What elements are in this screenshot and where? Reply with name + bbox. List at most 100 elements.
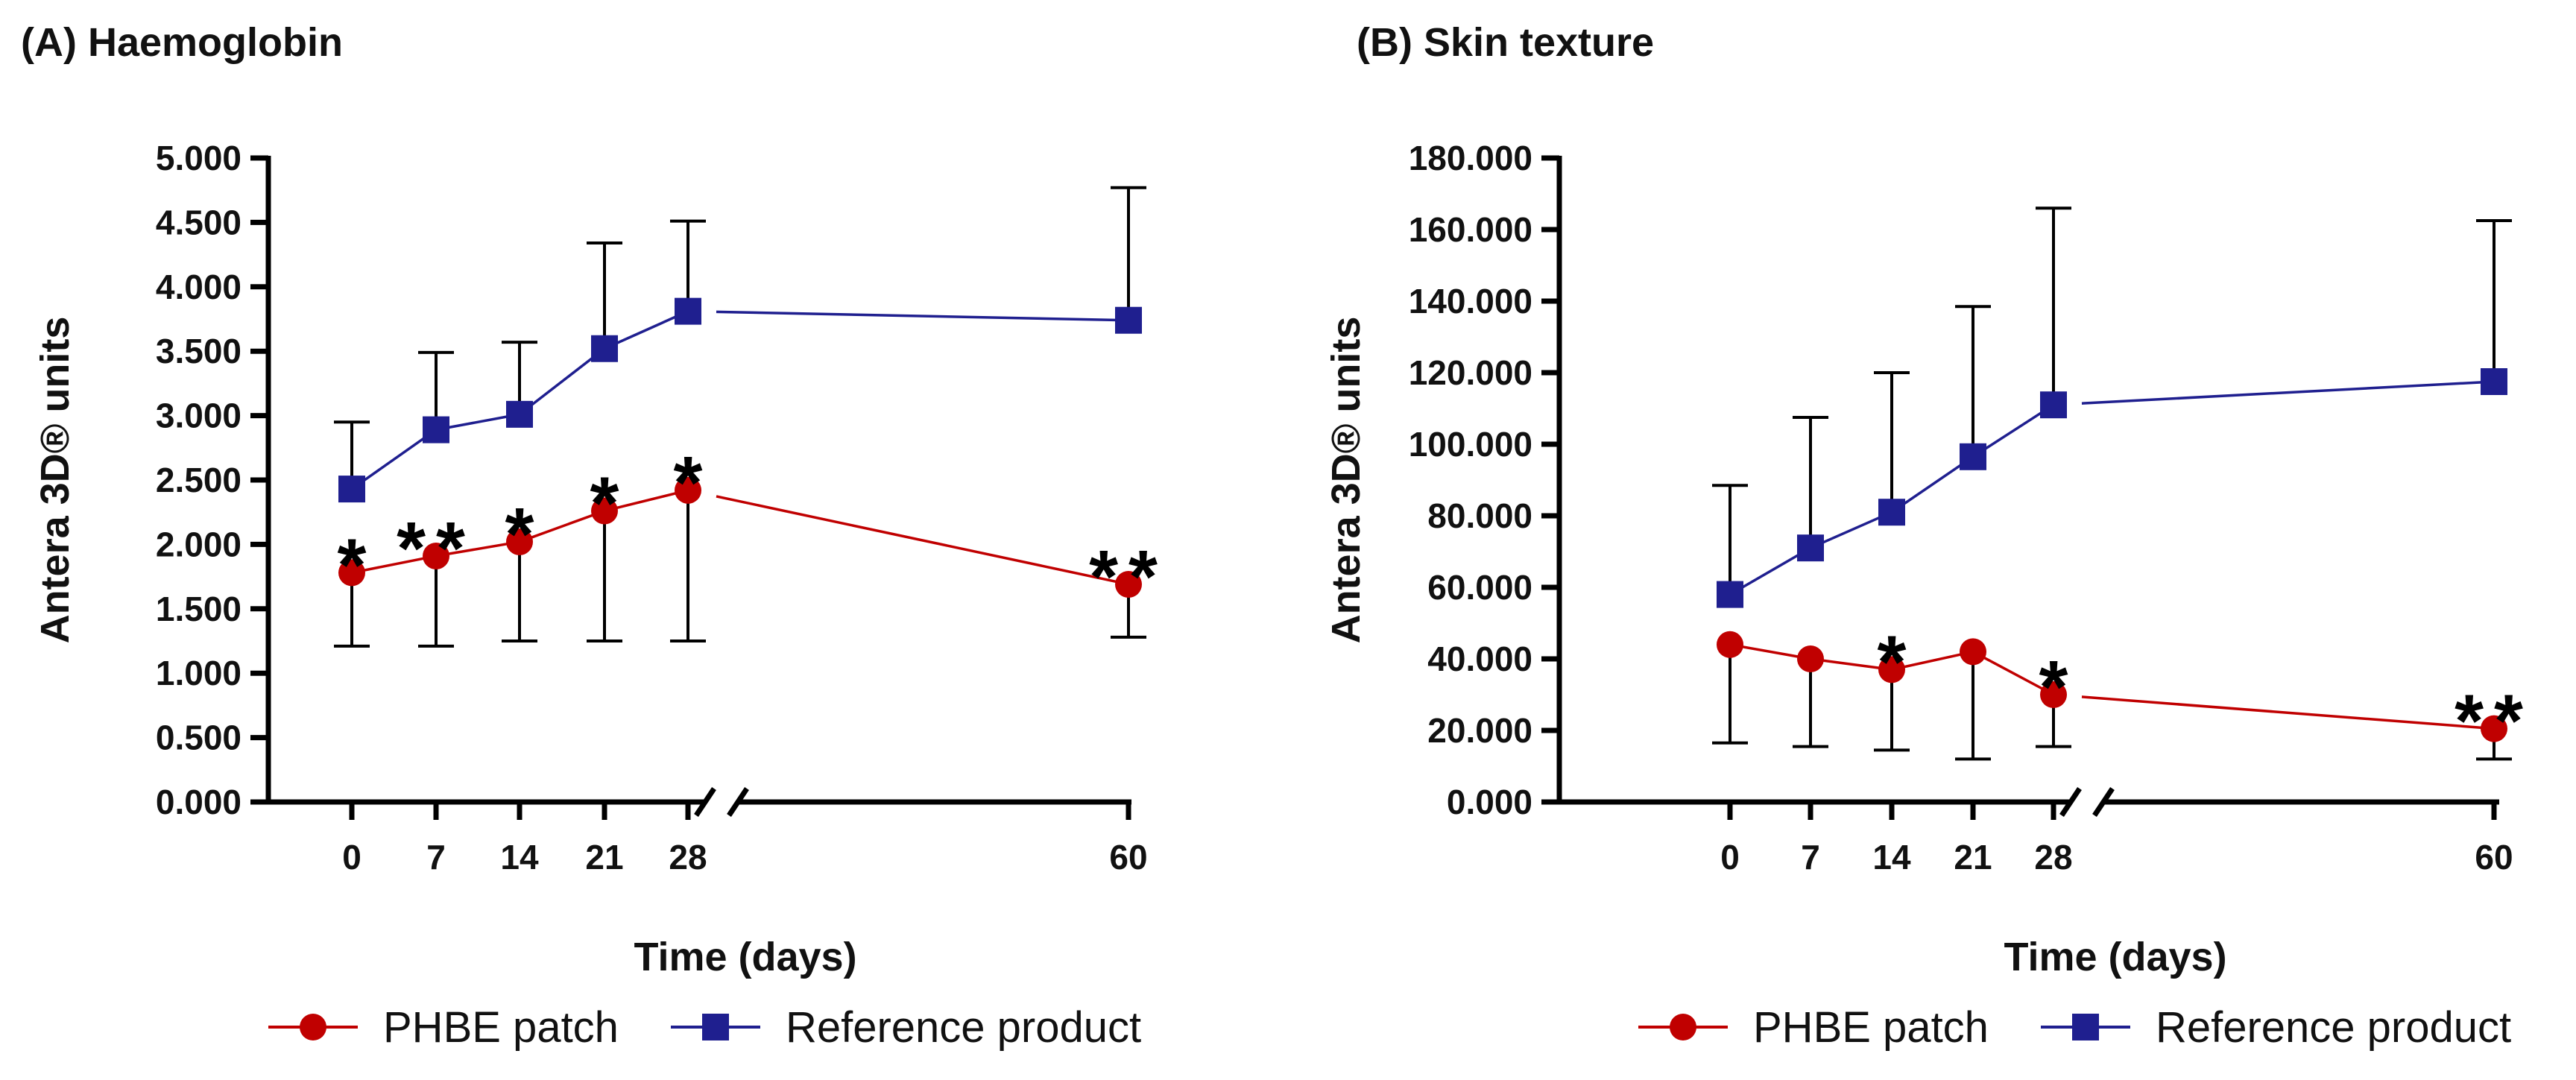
significance-marker: * <box>505 493 534 576</box>
x-axis-break-mark <box>2092 787 2115 817</box>
chart-haemoglobin: 0.000 0.500 1.000 1.500 2.000 2.500 3.000 3.500… <box>33 139 1158 979</box>
series-line-segment <box>2081 380 2495 405</box>
y-tick-label: 80.000 <box>1427 496 1532 535</box>
data-point-reference <box>1878 499 1905 526</box>
significance-marker: * <box>590 461 619 545</box>
series-line-segment <box>1729 643 1811 660</box>
x-tick-label: 7 <box>1801 838 1820 877</box>
y-tick-label: 2.500 <box>156 461 242 499</box>
x-tick-label: 21 <box>1954 838 1992 877</box>
y-tick-label: 1.500 <box>156 590 242 628</box>
significance-marker: * <box>674 441 703 525</box>
x-tick-label: 14 <box>500 838 539 877</box>
y-tick-label: 3.000 <box>156 397 242 435</box>
data-point-phbe <box>1878 656 1905 683</box>
data-point-phbe <box>2040 681 2067 708</box>
series-line-segment <box>350 429 438 490</box>
y-tick-label: 60.000 <box>1427 568 1532 607</box>
significance-marker: * <box>2039 645 2068 729</box>
series-line-segment <box>351 555 437 575</box>
data-point-reference <box>2481 368 2507 395</box>
data-point-reference <box>506 400 533 428</box>
y-tick-label: 0.000 <box>1447 783 1532 821</box>
legend-item-phbe: PHBE patch <box>268 1002 619 1052</box>
series-line-segment <box>435 540 520 558</box>
data-point-reference <box>1797 534 1824 562</box>
series-line-segment <box>1810 657 1892 672</box>
series-line-segment <box>716 310 1129 322</box>
data-point-phbe <box>506 528 533 555</box>
data-point-phbe <box>1797 645 1824 672</box>
x-tick-label: 21 <box>585 838 623 877</box>
x-tick-label: 0 <box>1720 838 1740 877</box>
legend-marker-square <box>670 1005 760 1049</box>
x-axis-title: Time (days) <box>634 935 856 979</box>
data-point-phbe <box>2481 715 2507 742</box>
data-point-reference <box>338 476 365 503</box>
y-tick-label: 2.000 <box>156 525 242 563</box>
legend-label-reference: Reference product <box>2155 1002 2512 1052</box>
data-point-reference <box>1960 443 1986 470</box>
panel-haemoglobin: (A) Haemoglobin 0.000 0.500 1.000 1.500 2.00… <box>21 20 1193 1057</box>
x-tick-label: 28 <box>2034 838 2072 877</box>
series-reference <box>1712 206 2512 608</box>
data-point-reference <box>675 297 701 325</box>
series-line-segment <box>1891 650 1974 672</box>
data-point-reference <box>1717 581 1743 608</box>
legend-label-reference: Reference product <box>785 1002 1142 1052</box>
data-point-reference <box>591 335 618 362</box>
x-axis-title: Time (days) <box>2004 935 2226 979</box>
y-tick-label: 0.500 <box>156 719 242 757</box>
y-tick-label: 4.500 <box>156 203 242 241</box>
x-tick-label: 60 <box>2475 838 2513 877</box>
significance-marker: ** <box>2455 680 2534 763</box>
x-tick-label: 14 <box>1872 838 1911 877</box>
x-tick-label: 28 <box>669 838 707 877</box>
series-line-segment <box>604 489 689 513</box>
data-point-phbe <box>591 497 618 525</box>
y-tick-label: 180.000 <box>1409 139 1532 177</box>
y-axis-title: Antera 3D® units <box>1324 317 1368 644</box>
legend-item-reference: Reference product <box>670 1002 1142 1052</box>
data-point-reference <box>423 416 449 443</box>
y-tick-label: 4.000 <box>156 268 242 306</box>
series-line-segment <box>1972 650 2054 696</box>
legend-marker-circle <box>1638 1005 1728 1049</box>
significance-marker: * <box>338 523 367 607</box>
series-line-segment <box>604 310 689 350</box>
y-axis-title: Antera 3D® units <box>33 317 78 644</box>
x-tick-label: 60 <box>1109 838 1147 877</box>
series-line-segment <box>519 509 605 543</box>
data-point-phbe <box>338 559 365 587</box>
y-tick-label: 20.000 <box>1427 711 1532 750</box>
data-point-reference <box>1115 306 1142 334</box>
series-line-segment <box>2081 695 2495 730</box>
y-tick-label: 0.000 <box>156 783 242 821</box>
series-line-segment <box>716 495 1129 586</box>
y-tick-label: 1.000 <box>156 654 242 692</box>
y-tick-label: 3.500 <box>156 332 242 370</box>
y-tick-label: 120.000 <box>1409 353 1532 392</box>
series-phbe <box>1712 631 2512 761</box>
y-tick-label: 100.000 <box>1409 425 1532 464</box>
y-tick-label: 140.000 <box>1409 282 1532 320</box>
legend: PHBE patch Reference product <box>268 997 1193 1057</box>
x-tick-label: 0 <box>342 838 362 877</box>
legend-marker-square <box>2040 1005 2130 1049</box>
panel-title: (B) Skin texture <box>1357 20 1655 65</box>
y-tick-label: 160.000 <box>1409 210 1532 249</box>
y-tick-label: 40.000 <box>1427 640 1532 678</box>
legend-label-phbe: PHBE patch <box>1753 1002 1989 1052</box>
legend: PHBE patch Reference product <box>1638 997 2563 1057</box>
x-tick-label: 7 <box>426 838 446 877</box>
series-reference <box>334 186 1146 503</box>
legend-label-phbe: PHBE patch <box>383 1002 619 1052</box>
legend-marker-circle <box>268 1005 358 1049</box>
data-point-phbe <box>1960 638 1986 666</box>
y-tick-label: 5.000 <box>156 139 242 177</box>
series-line-segment <box>1810 511 1892 549</box>
data-point-phbe <box>675 476 701 504</box>
data-point-phbe <box>1717 631 1743 658</box>
series-line-segment <box>1891 455 1974 514</box>
significance-marker: ** <box>397 507 476 590</box>
